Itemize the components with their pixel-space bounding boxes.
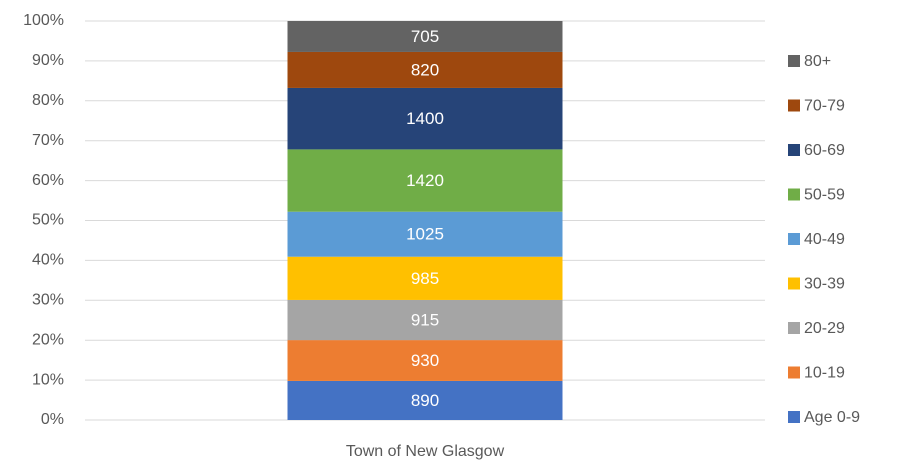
- legend-swatch: [788, 188, 800, 201]
- bar-segment: [287, 21, 563, 52]
- y-tick-label: 40%: [32, 252, 64, 269]
- data-label: 915: [411, 311, 439, 330]
- bar-segment: [287, 380, 563, 420]
- legend-swatch: [788, 144, 800, 156]
- data-label: 820: [411, 60, 439, 79]
- data-label: 890: [411, 391, 439, 410]
- legend-swatch: [788, 55, 800, 67]
- y-tick-label: 20%: [32, 331, 64, 348]
- x-tick-label: Town of New Glasgow: [346, 443, 505, 460]
- legend-swatch: [788, 366, 800, 379]
- legend-label: 70-79: [804, 98, 845, 115]
- legend-swatch: [788, 277, 800, 290]
- bar-segment: [287, 211, 563, 257]
- legend-swatch: [788, 99, 800, 112]
- bar-segment: [287, 87, 563, 150]
- data-label: 985: [411, 269, 439, 288]
- bar-segment: [287, 149, 563, 212]
- y-tick-label: 0%: [41, 411, 64, 428]
- legend-label: 80+: [804, 53, 831, 70]
- data-label: 1400: [406, 109, 444, 128]
- bar-segment: [287, 340, 563, 381]
- y-tick-label: 60%: [32, 172, 64, 189]
- legend-label: 60-69: [804, 142, 845, 159]
- bar-segment: [287, 256, 563, 300]
- y-tick-label: 100%: [23, 12, 64, 29]
- data-label: 1420: [406, 171, 444, 190]
- y-tick-label: 70%: [32, 132, 64, 149]
- data-label: 930: [411, 351, 439, 370]
- legend-label: 30-39: [804, 276, 845, 293]
- legend-label: 20-29: [804, 320, 845, 337]
- legend-swatch: [788, 233, 800, 245]
- legend-swatch: [788, 411, 800, 423]
- y-tick-label: 80%: [32, 92, 64, 109]
- bar-segment: [287, 51, 563, 88]
- legend-label: 10-19: [804, 365, 845, 382]
- y-tick-label: 30%: [32, 292, 64, 309]
- data-label: 1025: [406, 225, 444, 244]
- legend-label: Age 0-9: [804, 409, 860, 426]
- legend-swatch: [788, 322, 800, 334]
- y-tick-label: 50%: [32, 212, 64, 229]
- bar-segment: [287, 299, 563, 341]
- legend-label: 50-59: [804, 187, 845, 204]
- data-label: 705: [411, 27, 439, 46]
- y-tick-label: 90%: [32, 52, 64, 69]
- legend-label: 40-49: [804, 231, 845, 248]
- y-tick-label: 10%: [32, 371, 64, 388]
